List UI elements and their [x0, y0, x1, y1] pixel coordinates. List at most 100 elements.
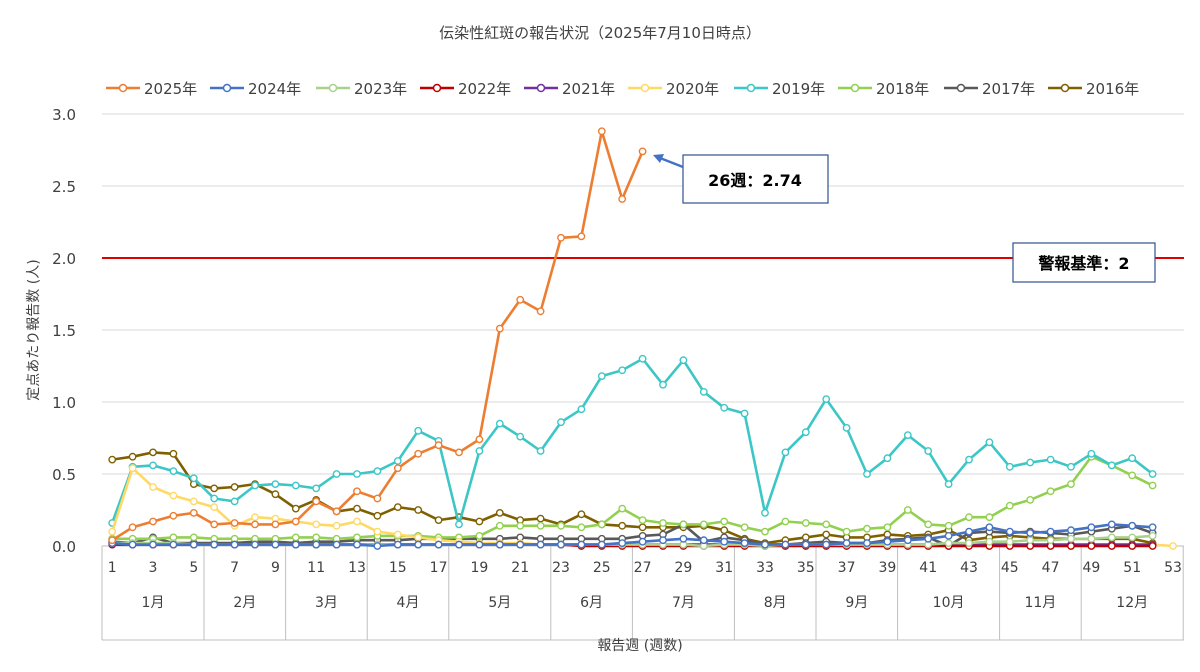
data-point — [822, 540, 831, 549]
data-point — [801, 519, 810, 527]
data-point — [842, 423, 851, 432]
month-label: 8月 — [764, 595, 787, 611]
month-label: 5月 — [488, 595, 511, 611]
data-point — [944, 521, 953, 530]
data-point — [128, 452, 137, 461]
x-tick-label: 21 — [511, 560, 529, 576]
data-point — [393, 464, 402, 473]
data-point — [1067, 526, 1075, 535]
data-point — [291, 504, 300, 513]
data-point — [822, 530, 831, 539]
data-point — [230, 497, 239, 506]
data-point — [455, 448, 463, 457]
data-point — [414, 506, 423, 514]
x-tick-label: 25 — [593, 560, 611, 576]
data-point — [761, 540, 769, 549]
legend-swatch-marker — [640, 83, 650, 93]
data-point — [251, 520, 259, 529]
peak-annotation-box — [682, 154, 829, 204]
series-line — [110, 357, 1154, 526]
data-point — [822, 520, 831, 529]
data-point — [353, 487, 361, 496]
data-point — [1128, 521, 1137, 530]
data-point — [475, 447, 484, 455]
data-point — [985, 438, 994, 447]
legend-swatch-marker — [956, 83, 966, 93]
data-point — [312, 497, 321, 506]
x-tick-label: 27 — [634, 560, 652, 576]
month-label: 7月 — [672, 595, 695, 611]
data-point — [1026, 458, 1035, 467]
data-point — [659, 519, 667, 527]
data-point — [495, 324, 504, 333]
data-point — [618, 504, 627, 513]
data-point — [210, 494, 219, 503]
data-point — [189, 540, 198, 549]
legend-item: 2025年 — [106, 80, 197, 98]
data-point — [1046, 527, 1055, 536]
data-point — [230, 519, 239, 527]
x-tick-label: 19 — [470, 560, 488, 576]
threshold-callout-box — [1012, 242, 1156, 283]
data-point — [903, 506, 912, 514]
month-label: 6月 — [580, 595, 603, 611]
data-point — [128, 523, 137, 532]
month-label: 9月 — [845, 595, 868, 611]
data-point — [149, 448, 157, 457]
data-point — [1046, 536, 1055, 545]
series-lines — [108, 127, 1177, 550]
data-point — [312, 484, 321, 493]
data-point — [353, 470, 361, 478]
month-label: 11月 — [1024, 595, 1056, 611]
data-point — [271, 480, 280, 488]
data-point — [883, 454, 892, 463]
data-point — [618, 366, 627, 375]
x-tick-label: 45 — [1001, 560, 1019, 576]
x-tick-label: 3 — [149, 560, 158, 576]
data-point — [475, 435, 484, 444]
data-point — [291, 517, 300, 526]
legend-item: 2023年 — [316, 80, 407, 98]
data-point — [1026, 495, 1035, 504]
peak-annotation-arrow — [659, 156, 684, 169]
data-point — [1128, 533, 1137, 542]
x-tick-label: 39 — [878, 560, 896, 576]
data-point — [312, 540, 321, 549]
data-point — [557, 418, 565, 427]
data-point — [597, 540, 606, 549]
series-2024年 — [108, 520, 1157, 550]
data-point — [699, 387, 708, 396]
data-point — [638, 516, 647, 524]
month-label: 1月 — [142, 595, 165, 611]
series-line — [112, 523, 1153, 548]
data-point — [965, 527, 973, 536]
y-tick-label: 2.5 — [52, 178, 76, 196]
data-point — [985, 513, 994, 522]
data-point — [271, 520, 280, 529]
x-tick-label: 1 — [108, 560, 117, 576]
month-label: 10月 — [933, 595, 965, 611]
x-tick-label: 51 — [1123, 560, 1141, 576]
data-point — [1026, 536, 1035, 545]
data-point — [189, 497, 198, 506]
data-point — [1005, 501, 1014, 510]
data-point — [353, 540, 361, 549]
month-label: 2月 — [233, 595, 256, 611]
data-point — [577, 232, 586, 241]
data-point — [1148, 532, 1157, 540]
data-point — [618, 521, 627, 530]
peak-annotation-arrowhead — [653, 154, 664, 163]
data-point — [210, 503, 219, 511]
data-point — [455, 520, 463, 529]
x-tick-label: 35 — [797, 560, 815, 576]
data-point — [944, 532, 953, 540]
data-point — [251, 481, 259, 490]
data-point — [842, 539, 851, 547]
series-2019年 — [108, 354, 1157, 529]
data-point — [291, 533, 300, 542]
x-tick-label: 9 — [271, 560, 280, 576]
y-tick-label: 1.0 — [52, 394, 76, 412]
y-tick-label: 0.5 — [52, 466, 76, 484]
data-point — [679, 356, 688, 365]
x-axis-label: 報告週 (週数) — [597, 638, 682, 654]
